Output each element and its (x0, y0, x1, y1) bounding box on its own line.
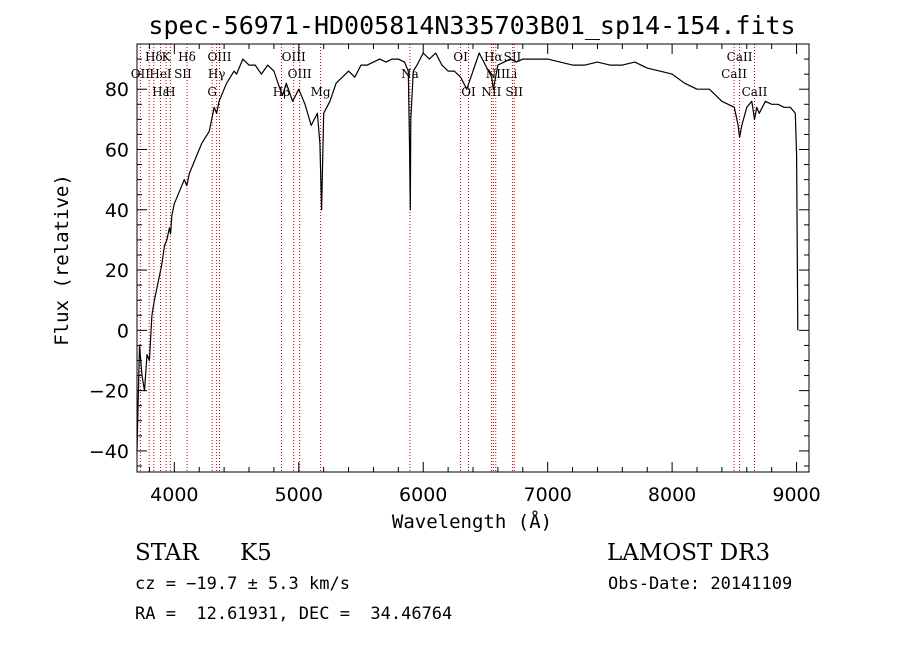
x-tick-label: 5000 (275, 484, 323, 506)
object-subclass: K5 (240, 540, 272, 566)
line-marker-label: Hε (152, 85, 169, 99)
line-marker-label: H (165, 85, 175, 99)
y-axis-ticks: −40 −20 0 20 40 60 80 (89, 58, 809, 467)
y-tick-label: 80 (105, 79, 129, 101)
line-marker-label: Hγ (208, 67, 226, 81)
y-tick-label: −20 (89, 381, 129, 403)
sky-coordinates: RA = 12.61931, DEC = 34.46764 (135, 604, 453, 624)
line-marker-label: Hβ (273, 85, 290, 99)
line-marker-label: OI (461, 85, 476, 99)
line-marker-label: Hα (484, 50, 503, 64)
line-marker-label: SII (504, 50, 522, 64)
y-axis-label: Flux (relative) (51, 174, 73, 346)
line-marker-label: Li (505, 67, 517, 81)
line-marker-label: OIII (288, 67, 312, 81)
x-tick-label: 8000 (648, 484, 696, 506)
line-marker-label: OIII (207, 50, 231, 64)
spectrum-line (136, 52, 799, 451)
chart-title: spec-56971-HD005814N335703B01_sp14-154.f… (148, 11, 795, 40)
y-tick-label: 0 (117, 320, 129, 342)
y-tick-label: 20 (105, 260, 129, 282)
line-marker-label: CaII (721, 67, 747, 81)
line-marker-label: CaII (742, 85, 768, 99)
x-axis-ticks: 4000 5000 6000 7000 8000 9000 (148, 44, 821, 506)
object-class: STAR (135, 540, 199, 566)
observation-date: Obs-Date: 20141109 (608, 574, 793, 594)
line-marker-label: SII (505, 85, 523, 99)
x-tick-label: 6000 (399, 484, 447, 506)
line-marker-label: G (207, 85, 217, 99)
line-marker-label: NII (486, 67, 506, 81)
line-marker-label: Mg (311, 85, 331, 99)
line-marker-label: OI (453, 50, 468, 64)
line-marker-label: Hδ (178, 50, 196, 64)
line-marker-label: K (162, 50, 172, 64)
x-tick-label: 7000 (523, 484, 571, 506)
x-axis-label: Wavelength (Å) (392, 510, 552, 533)
survey-label: LAMOST DR3 (607, 540, 771, 566)
line-marker-label: OIII (282, 50, 306, 64)
y-tick-label: 60 (105, 139, 129, 161)
y-tick-label: 40 (105, 200, 129, 222)
redshift-velocity: cz = −19.7 ± 5.3 km/s (135, 574, 350, 594)
line-marker-label: HeI (149, 67, 172, 81)
plot-frame (136, 43, 810, 473)
y-tick-label: −40 (89, 441, 129, 463)
line-marker-label: NII (481, 85, 501, 99)
line-marker-label: Na (401, 67, 419, 81)
x-tick-label: 9000 (772, 484, 820, 506)
line-marker-group (139, 44, 755, 472)
line-marker-label: CaII (727, 50, 753, 64)
x-tick-label: 4000 (150, 484, 198, 506)
series-group (136, 52, 799, 451)
line-marker-label: OII (131, 67, 151, 81)
line-marker-label: Hδ (145, 50, 163, 64)
line-marker-label: SII (174, 67, 192, 81)
